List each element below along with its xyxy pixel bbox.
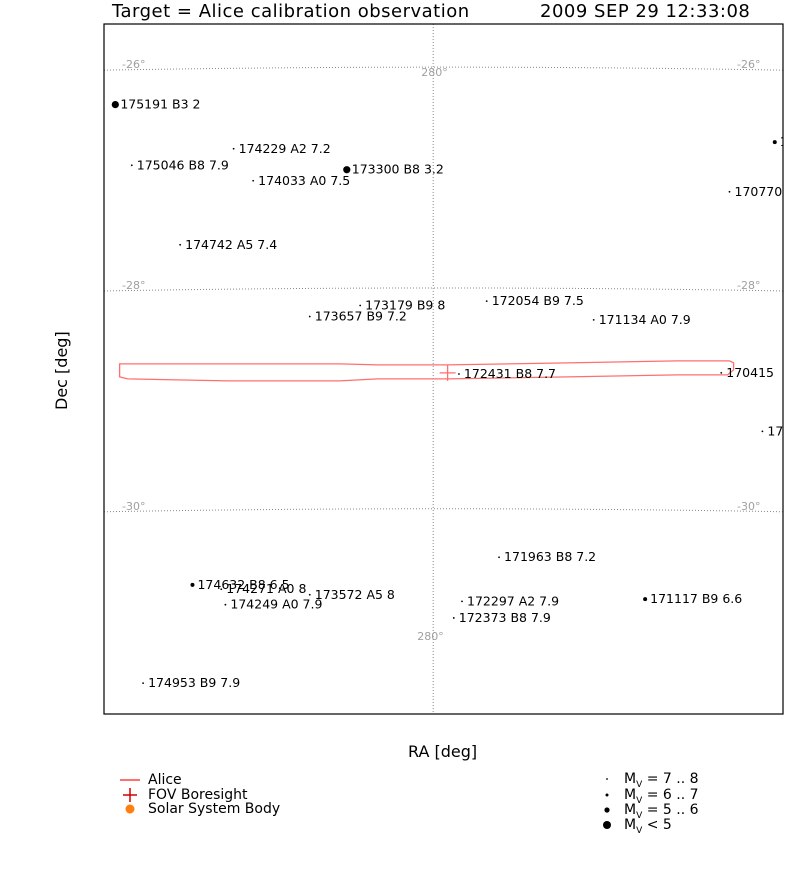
star-label: 172373 B8 7.9: [459, 610, 551, 625]
star-label: 170770 B8 7: [735, 184, 800, 199]
star-label: 1702: [767, 423, 799, 438]
star-marker: [130, 164, 133, 167]
star-label: 172297 A2 7.9: [467, 593, 559, 608]
dec-grid-line: [104, 287, 783, 292]
dec-grid-label-left: -26°: [122, 58, 145, 71]
star-marker: [772, 140, 777, 145]
star-marker: [643, 597, 648, 602]
star-label: 173300 B8 3.2: [352, 162, 444, 177]
ra-grid-label-bottom: 280°: [417, 630, 444, 643]
star-marker: [224, 603, 227, 606]
chart-header: Target = Alice calibration observation 2…: [0, 0, 800, 24]
star-label: 173572 A5 8: [315, 587, 395, 602]
star-label: 175046 B8 7.9: [137, 157, 229, 172]
dec-grid-label-left: -28°: [122, 279, 145, 292]
x-axis-title: RA [deg]: [408, 742, 478, 761]
star-label: 175191 B3 2: [120, 97, 200, 112]
star-label: 174271 A0 8: [226, 581, 306, 596]
star-label: 174742 A5 7.4: [185, 237, 277, 252]
star-marker: [485, 300, 488, 303]
star-marker: [458, 373, 460, 375]
star-marker: [252, 179, 255, 182]
dec-grid-line: [104, 508, 783, 513]
dec-grid-label-left: -30°: [122, 500, 145, 513]
star-label: 173179 B9 8: [365, 298, 445, 313]
star-marker: [498, 556, 500, 559]
dec-grid-label-right: -28°: [737, 279, 760, 292]
star-marker: [343, 166, 351, 174]
star-label: 171117 B9 6.6: [650, 591, 742, 606]
star-label: 170415: [726, 365, 774, 380]
star-marker: [179, 243, 182, 246]
plot-area: -26° -26° -28° -28° -30° -30° 280° 280° 175191 B…: [104, 24, 800, 714]
star-label: 174033 A0 7.5: [258, 173, 350, 188]
star-marker: [359, 304, 362, 307]
star-marker: [728, 190, 731, 193]
ra-grid-label-top: 280°: [421, 66, 448, 79]
star-marker: [232, 147, 235, 150]
star-marker: [220, 588, 223, 591]
star-label: 171134 A0 7.9: [599, 312, 691, 327]
star-label: 174632 B8 6.5: [197, 577, 289, 592]
target-title: Target = Alice calibration observation: [112, 1, 470, 22]
star-marker: [761, 430, 764, 433]
star-marker: [592, 318, 595, 321]
star-marker: [142, 682, 144, 684]
dec-grid-label-right: -26°: [737, 58, 760, 71]
star-marker: [308, 593, 311, 596]
star-label: 171963 B8 7.2: [504, 549, 596, 564]
star-label: 174229 A2 7.2: [239, 141, 331, 156]
star-label: 1: [780, 134, 788, 149]
star-label: 174953 B9 7.9: [148, 675, 240, 690]
star-label: 172431 B8 7.7: [464, 366, 556, 381]
star-marker: [190, 582, 195, 587]
star-label: 174249 A0 7.9: [230, 597, 322, 612]
star-marker: [461, 600, 463, 603]
dec-grid-line: [104, 66, 783, 71]
star-label: 172054 B9 7.5: [492, 293, 584, 308]
plot-frame: [103, 23, 784, 715]
alice-fov-outline: [118, 360, 735, 382]
star-marker: [308, 315, 311, 318]
star-label: 173657 B9 7.2: [315, 309, 407, 324]
star-marker: [111, 100, 119, 109]
star-marker: [452, 617, 455, 619]
y-axis-title: Dec [deg]: [52, 331, 71, 410]
star-marker: [720, 371, 723, 374]
dec-grid-label-right: -30°: [737, 500, 760, 513]
observation-datetime: 2009 SEP 29 12:33:08: [540, 1, 751, 22]
